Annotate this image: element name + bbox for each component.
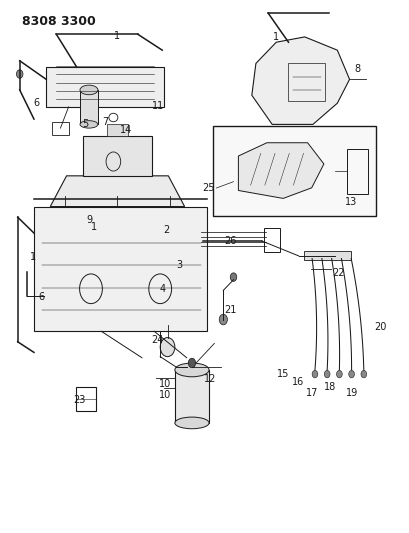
Text: 7: 7 xyxy=(102,117,108,127)
Bar xyxy=(107,124,127,136)
Text: 6: 6 xyxy=(38,292,44,302)
Bar xyxy=(263,228,280,252)
Ellipse shape xyxy=(175,417,209,429)
Text: 16: 16 xyxy=(291,377,303,387)
Text: 21: 21 xyxy=(223,305,236,315)
Text: 9: 9 xyxy=(85,215,92,225)
Text: 13: 13 xyxy=(344,197,356,207)
Text: 3: 3 xyxy=(176,261,182,270)
Text: 15: 15 xyxy=(276,369,289,378)
Text: 2: 2 xyxy=(163,225,169,236)
Circle shape xyxy=(360,370,366,378)
Polygon shape xyxy=(238,143,323,198)
Bar xyxy=(76,387,96,411)
Circle shape xyxy=(188,358,195,368)
Text: 5: 5 xyxy=(81,119,88,130)
Text: 12: 12 xyxy=(203,374,216,384)
Text: 11: 11 xyxy=(152,101,164,111)
Text: 8308 3300: 8308 3300 xyxy=(22,14,95,28)
Bar xyxy=(52,122,68,135)
Text: 18: 18 xyxy=(324,382,336,392)
Bar xyxy=(46,67,164,107)
Text: 19: 19 xyxy=(346,387,357,398)
Bar xyxy=(83,136,152,176)
Circle shape xyxy=(16,70,23,78)
Ellipse shape xyxy=(80,120,98,128)
Text: 17: 17 xyxy=(305,387,317,398)
Text: 24: 24 xyxy=(151,335,163,345)
Bar xyxy=(34,207,207,331)
Circle shape xyxy=(336,370,342,378)
Bar xyxy=(346,149,367,193)
Bar xyxy=(175,370,209,423)
Bar xyxy=(288,63,324,101)
Polygon shape xyxy=(251,37,349,124)
Text: 10: 10 xyxy=(159,390,171,400)
Text: 22: 22 xyxy=(332,268,344,278)
Text: 8: 8 xyxy=(354,64,360,74)
Text: 4: 4 xyxy=(159,284,165,294)
Circle shape xyxy=(324,370,329,378)
Text: 1: 1 xyxy=(91,222,97,232)
Circle shape xyxy=(311,370,317,378)
Polygon shape xyxy=(50,176,184,207)
Ellipse shape xyxy=(80,85,98,95)
Ellipse shape xyxy=(175,363,209,377)
Text: 1: 1 xyxy=(114,31,120,41)
Circle shape xyxy=(348,370,354,378)
Text: 20: 20 xyxy=(374,322,386,333)
Text: 14: 14 xyxy=(119,125,131,135)
Text: 23: 23 xyxy=(73,395,85,405)
Text: 6: 6 xyxy=(33,98,39,108)
Bar xyxy=(303,251,350,260)
Text: 26: 26 xyxy=(223,236,236,246)
Bar xyxy=(213,126,375,216)
Text: 1: 1 xyxy=(272,33,279,43)
Circle shape xyxy=(230,273,236,281)
Text: 25: 25 xyxy=(202,183,214,193)
Circle shape xyxy=(160,337,175,357)
Circle shape xyxy=(219,314,227,325)
Bar xyxy=(80,90,98,124)
Text: 1: 1 xyxy=(30,252,36,262)
Text: 10: 10 xyxy=(159,379,171,389)
